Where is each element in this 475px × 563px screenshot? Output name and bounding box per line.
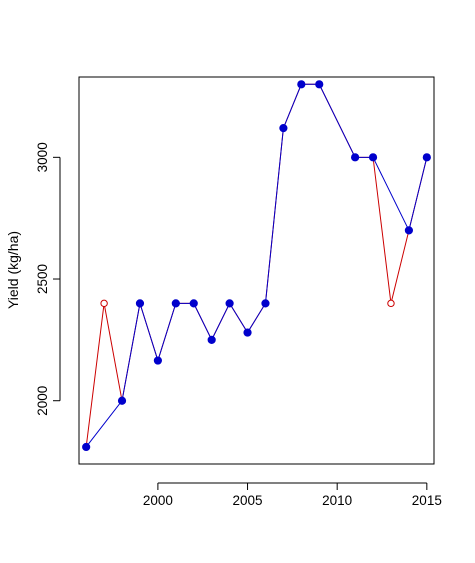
series-1-point (368, 153, 378, 162)
x-axis: 2000 2005 2010 2015 (143, 482, 442, 508)
series-1-point (315, 80, 324, 89)
series-1-point (117, 396, 127, 405)
series-layer (82, 80, 431, 452)
series-1-point (422, 153, 431, 162)
y-axis-label: Yield (kg/ha) (5, 231, 21, 309)
y-axis: 2000 2500 3000 (35, 142, 61, 416)
x-tick-label: 2015 (412, 493, 442, 508)
series-0-point (387, 299, 395, 308)
series-0-point (100, 299, 108, 308)
series-1-point (135, 299, 145, 308)
series-1-point (404, 226, 413, 235)
series-1-point (171, 299, 180, 308)
y-tick-label: 3000 (35, 142, 50, 172)
y-tick-label: 2000 (35, 386, 50, 416)
series-1-point (153, 356, 162, 365)
series-1-point (297, 80, 306, 89)
y-tick-label: 2500 (35, 264, 50, 294)
series-1-point (279, 124, 288, 133)
series-1-point (207, 335, 216, 344)
series-1 (82, 80, 431, 452)
x-tick-label: 2000 (143, 493, 173, 508)
series-1-point (243, 328, 252, 337)
series-1-point (189, 299, 198, 308)
series-1-point (82, 442, 91, 452)
x-tick-label: 2010 (322, 493, 352, 508)
plot-frame (78, 76, 435, 465)
series-1-point (351, 153, 360, 162)
x-tick-label: 2005 (233, 493, 263, 508)
series-1-point (225, 299, 234, 308)
series-1-point (261, 299, 270, 308)
